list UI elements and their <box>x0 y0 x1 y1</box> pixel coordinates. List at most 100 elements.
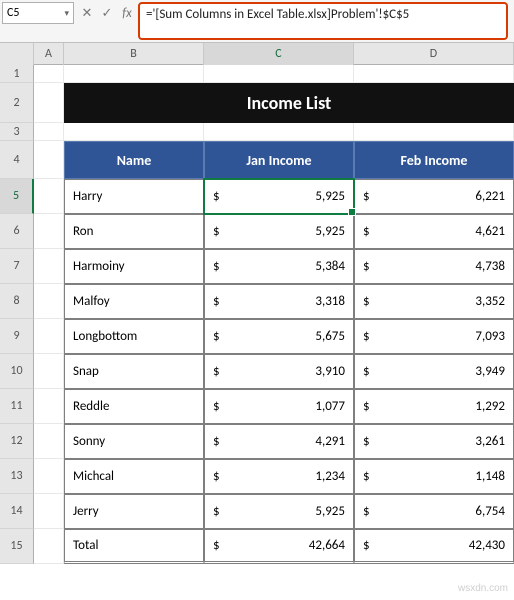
row-header-15[interactable]: 15 <box>0 529 34 564</box>
name-cell[interactable]: Harmoiny <box>64 249 204 284</box>
name-cell[interactable]: Michcal <box>64 459 204 494</box>
row-header-12[interactable]: 12 <box>0 424 34 459</box>
money-cell[interactable]: $5,925 <box>204 214 354 249</box>
empty-cell[interactable] <box>34 284 64 319</box>
fx-icon[interactable]: fx <box>118 6 136 21</box>
empty-cell[interactable] <box>34 249 64 284</box>
row-header-2[interactable]: 2 <box>0 83 34 123</box>
currency-symbol: $ <box>363 259 370 274</box>
money-cell[interactable]: $3,910 <box>204 354 354 389</box>
cancel-icon[interactable]: ✕ <box>78 6 96 21</box>
empty-cell[interactable] <box>34 424 64 459</box>
row-header-10[interactable]: 10 <box>0 354 34 389</box>
money-cell[interactable]: $1,292 <box>354 389 514 424</box>
currency-symbol: $ <box>363 224 370 239</box>
name-cell[interactable]: Snap <box>64 354 204 389</box>
name-cell[interactable]: Malfoy <box>64 284 204 319</box>
money-cell[interactable]: $42,430 <box>354 529 514 564</box>
select-all-corner[interactable] <box>0 43 34 67</box>
total-label-cell[interactable]: Total <box>64 529 204 564</box>
money-cell[interactable]: $1,234 <box>204 459 354 494</box>
money-value: 5,925 <box>315 224 345 239</box>
name-cell[interactable]: Ron <box>64 214 204 249</box>
money-cell[interactable]: $6,754 <box>354 494 514 529</box>
col-header-a[interactable]: A <box>34 43 64 67</box>
chevron-down-icon[interactable]: ▾ <box>64 8 69 19</box>
currency-symbol: $ <box>213 189 220 204</box>
col-header-d[interactable]: D <box>354 43 514 67</box>
accept-icon[interactable]: ✓ <box>98 6 116 21</box>
money-cell[interactable]: $5,925 <box>204 179 354 214</box>
money-cell[interactable]: $6,221 <box>354 179 514 214</box>
empty-cell[interactable] <box>354 123 514 141</box>
money-cell[interactable]: $5,675 <box>204 319 354 354</box>
empty-cell[interactable] <box>34 83 64 123</box>
empty-cell[interactable] <box>204 123 354 141</box>
money-value: 3,261 <box>475 434 505 449</box>
formula-bar[interactable]: ='[Sum Columns in Excel Table.xlsx]Probl… <box>138 2 508 40</box>
money-cell[interactable]: $1,148 <box>354 459 514 494</box>
empty-cell[interactable] <box>34 354 64 389</box>
currency-symbol: $ <box>213 538 220 553</box>
money-cell[interactable]: $4,738 <box>354 249 514 284</box>
empty-cell[interactable] <box>204 65 354 83</box>
empty-cell[interactable] <box>34 389 64 424</box>
empty-cell[interactable] <box>34 319 64 354</box>
row-header-8[interactable]: 8 <box>0 284 34 319</box>
empty-cell[interactable] <box>34 214 64 249</box>
currency-symbol: $ <box>213 504 220 519</box>
row-header-7[interactable]: 7 <box>0 249 34 284</box>
currency-symbol: $ <box>363 469 370 484</box>
empty-cell[interactable] <box>34 494 64 529</box>
row-header-6[interactable]: 6 <box>0 214 34 249</box>
col-header-b[interactable]: B <box>64 43 204 67</box>
money-cell[interactable]: $1,077 <box>204 389 354 424</box>
empty-cell[interactable] <box>34 141 64 179</box>
money-cell[interactable]: $3,352 <box>354 284 514 319</box>
name-cell[interactable]: Longbottom <box>64 319 204 354</box>
row-header-1[interactable]: 1 <box>0 65 34 83</box>
empty-cell[interactable] <box>64 65 204 83</box>
row-header-13[interactable]: 13 <box>0 459 34 494</box>
money-cell[interactable]: $5,925 <box>204 494 354 529</box>
money-cell[interactable]: $7,093 <box>354 319 514 354</box>
money-cell[interactable]: $42,664 <box>204 529 354 564</box>
empty-cell[interactable] <box>64 123 204 141</box>
name-box[interactable]: C5 ▾ <box>2 2 74 24</box>
table-header-name[interactable]: Name <box>64 141 204 179</box>
worksheet-grid[interactable]: 12Income List34NameJan IncomeFeb Income5… <box>0 65 514 564</box>
row-header-5[interactable]: 5 <box>0 179 34 214</box>
empty-cell[interactable] <box>34 65 64 83</box>
col-header-c[interactable]: C <box>204 43 354 67</box>
table-header-feb[interactable]: Feb Income <box>354 141 514 179</box>
empty-cell[interactable] <box>34 179 64 214</box>
row-header-4[interactable]: 4 <box>0 141 34 179</box>
formula-bar-icons: ✕ ✓ fx <box>78 2 136 24</box>
name-cell[interactable]: Jerry <box>64 494 204 529</box>
name-cell[interactable]: Sonny <box>64 424 204 459</box>
money-value: 7,093 <box>475 329 505 344</box>
row-header-14[interactable]: 14 <box>0 494 34 529</box>
money-cell[interactable]: $3,318 <box>204 284 354 319</box>
currency-symbol: $ <box>213 224 220 239</box>
money-cell[interactable]: $3,949 <box>354 354 514 389</box>
money-cell[interactable]: $4,291 <box>204 424 354 459</box>
money-cell[interactable]: $4,621 <box>354 214 514 249</box>
empty-cell[interactable] <box>34 459 64 494</box>
table-header-jan[interactable]: Jan Income <box>204 141 354 179</box>
money-cell[interactable]: $5,384 <box>204 249 354 284</box>
name-cell[interactable]: Harry <box>64 179 204 214</box>
money-value: 1,234 <box>315 469 345 484</box>
empty-cell[interactable] <box>354 65 514 83</box>
currency-symbol: $ <box>213 469 220 484</box>
row-header-9[interactable]: 9 <box>0 319 34 354</box>
empty-cell[interactable] <box>34 529 64 564</box>
formula-bar-region: C5 ▾ ✕ ✓ fx ='[Sum Columns in Excel Tabl… <box>0 0 514 43</box>
money-cell[interactable]: $3,261 <box>354 424 514 459</box>
empty-cell[interactable] <box>34 123 64 141</box>
currency-symbol: $ <box>213 294 220 309</box>
currency-symbol: $ <box>363 364 370 379</box>
name-cell[interactable]: Reddle <box>64 389 204 424</box>
row-header-3[interactable]: 3 <box>0 123 34 141</box>
row-header-11[interactable]: 11 <box>0 389 34 424</box>
